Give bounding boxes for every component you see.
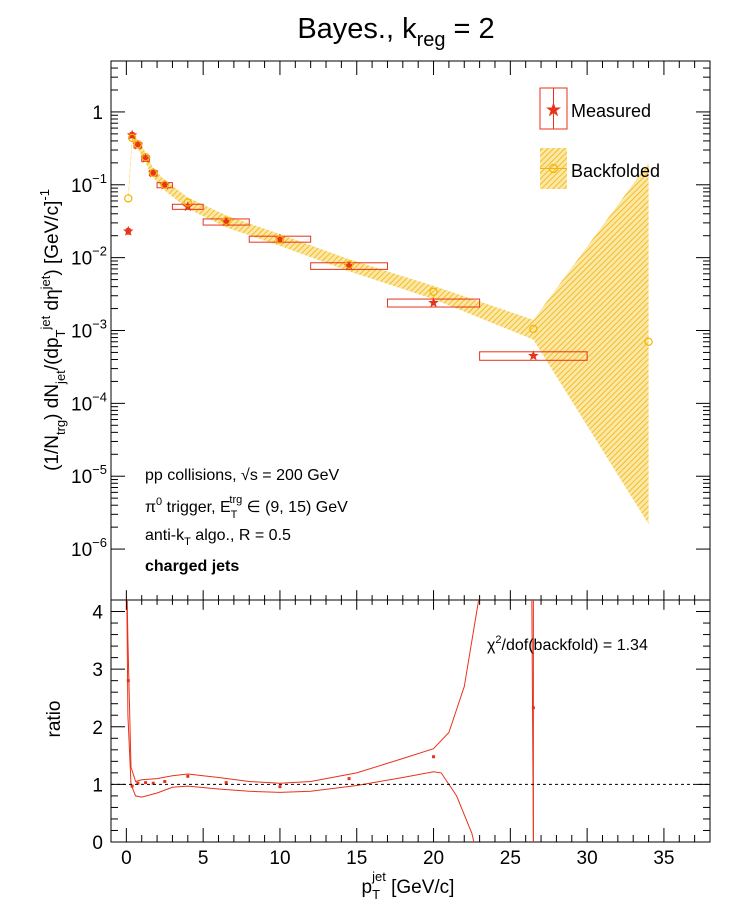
ratio-point	[126, 679, 130, 683]
backfolded-band-area	[128, 133, 649, 525]
x-axis: 0 5 10 15 20 25 30 35	[121, 61, 696, 869]
x-tick-label: 0	[121, 848, 132, 869]
x-tick-label: 5	[198, 848, 209, 869]
measured-point	[428, 297, 439, 308]
ratio-tick-label: 4	[92, 603, 103, 624]
legend-measured-label: Measured	[571, 101, 651, 121]
annotation-collisions: pp collisions, √s = 200 GeV	[145, 467, 340, 484]
legend-measured-star	[546, 102, 561, 117]
annotation-algorithm: anti-kT algo., R = 0.5	[145, 527, 291, 548]
top-y-axis-label: (1/Ntrg) dNjet/(dpTjet dηjet) [GeV/c]-1	[37, 189, 68, 471]
backfolded-point	[529, 324, 538, 334]
x-tick-label: 25	[500, 848, 521, 869]
measured-point	[132, 139, 144, 150]
x-tick-label: 10	[269, 848, 290, 869]
measured-point	[148, 167, 159, 178]
backfolded-point	[644, 337, 653, 346]
x-tick-label: 20	[423, 848, 444, 869]
x-tick-label: 30	[577, 848, 598, 869]
backfolded-point	[127, 133, 137, 143]
measured-points	[123, 129, 539, 361]
backfolded-band	[128, 133, 649, 525]
y-tick-label: 10−6	[71, 535, 107, 561]
ratio-point	[531, 706, 535, 710]
measured-point	[528, 350, 539, 361]
chi2-annotation: χ2/dof(backfold) = 1.34	[487, 634, 648, 654]
annotation-block: pp collisions, √s = 200 GeV π0 trigger, …	[145, 467, 348, 575]
backfolded-point	[344, 260, 354, 269]
y-tick-label: 10−5	[71, 462, 107, 488]
ratio-point	[347, 777, 351, 781]
backfolded-points	[124, 133, 653, 346]
ratio-point	[186, 774, 190, 778]
legend-backfolded-label: Backfolded	[571, 161, 660, 181]
measured-point	[221, 216, 232, 227]
ratio-curves	[126, 600, 535, 842]
ratio-point	[136, 781, 140, 785]
backfolded-point	[141, 152, 150, 162]
ratio-point	[144, 781, 148, 785]
y-tick-label: 10−3	[71, 317, 107, 343]
y-tick-label: 10−4	[71, 389, 107, 415]
backfolded-point	[221, 216, 231, 226]
backfolded-point	[133, 140, 143, 149]
ratio-y-axis-label: ratio	[44, 701, 65, 738]
measured-point	[140, 152, 151, 163]
ratio-tick-label: 3	[92, 660, 103, 681]
y-tick-label: 1	[92, 103, 103, 124]
ratio-point	[163, 780, 167, 783]
ratio-point	[224, 781, 228, 785]
x-tick-label: 15	[346, 848, 367, 869]
ratio-point	[151, 781, 155, 785]
y-tick-label: 10−2	[71, 244, 107, 270]
ratio-upper-envelope	[126, 600, 534, 842]
x-axis-label: pTjet [GeV/c]	[362, 869, 455, 902]
backfolded-point	[149, 168, 158, 178]
backfolded-point	[124, 194, 133, 203]
ratio-tick-label: 2	[92, 718, 103, 739]
backfolded-point	[183, 198, 192, 207]
ratio-point	[278, 785, 282, 789]
backfolded-point	[275, 235, 285, 244]
x-tick-label: 35	[653, 848, 674, 869]
measured-point	[343, 260, 355, 271]
legend: Measured Backfolded	[539, 87, 660, 189]
measured-point	[274, 233, 286, 244]
annotation-trigger: π0 trigger, ETtrg ∈ (9, 15) GeV	[145, 494, 348, 521]
measured-point	[123, 225, 134, 236]
backfolded-point	[429, 287, 438, 296]
ratio-point	[130, 784, 134, 788]
backfolded-point	[160, 180, 169, 189]
ratio-plot-frame	[110, 599, 711, 843]
ratio-lower-envelope	[126, 600, 475, 842]
top-y-axis: 1 10−1 10−2 10−3 10−4 10−5 10−6	[71, 60, 710, 561]
ratio-tick-label: 1	[92, 775, 103, 796]
ratio-tick-label: 0	[92, 833, 103, 854]
y-tick-label: 10−1	[71, 171, 107, 197]
annotation-charged-jets: charged jets	[145, 558, 239, 575]
measured-point	[159, 179, 170, 190]
chart-title: Bayes., kreg = 2	[297, 13, 494, 51]
ratio-y-axis: 0 1 2 3 4	[92, 599, 710, 854]
ratio-point	[432, 755, 436, 759]
